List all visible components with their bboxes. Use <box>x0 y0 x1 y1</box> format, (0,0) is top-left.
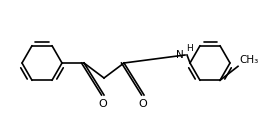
Text: CH₃: CH₃ <box>239 55 258 65</box>
Text: O: O <box>139 99 147 109</box>
Text: N: N <box>176 50 184 60</box>
Text: O: O <box>99 99 107 109</box>
Text: H: H <box>186 44 193 53</box>
